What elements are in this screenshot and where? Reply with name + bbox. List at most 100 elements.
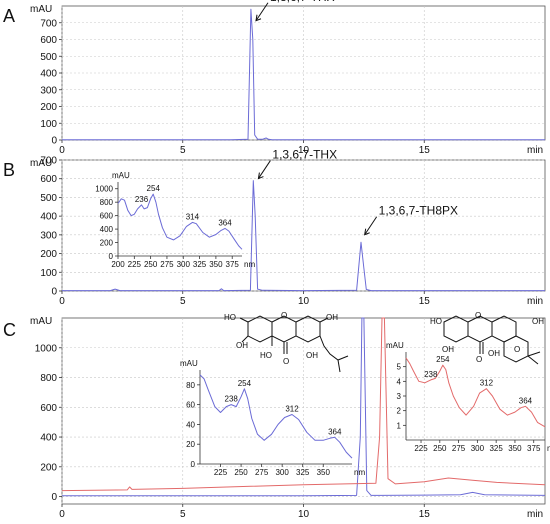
structure-1-label-6: O [283, 357, 289, 366]
b-y-tick-label: 0 [51, 287, 57, 298]
c-inset-1-trace-0 [199, 374, 353, 459]
c-y-tick-label: 0 [51, 492, 57, 503]
c-inset-2-x-tick-label: 225 [414, 444, 428, 453]
structure-1-label-1: OH [326, 313, 338, 322]
c-x-tick-label: 15 [419, 509, 431, 520]
b-x-tick-label: 15 [419, 296, 431, 307]
c-inset-1-y-tick-label: 40 [186, 420, 195, 429]
c-inset-2-x-tick-label: 250 [433, 444, 447, 453]
b-inset-x-tick-label: 200 [111, 260, 125, 269]
structure-1-label-4: OH [236, 341, 248, 350]
structure-2-gem-dimethyl-1 [527, 351, 541, 357]
structure-1-label-2: OH [306, 351, 318, 360]
b-inset-y-tick-label: 600 [100, 212, 114, 221]
a-x-unit: min [527, 145, 543, 156]
c-inset-1-y-tick-label: 60 [186, 401, 195, 410]
b-x-unit: min [527, 296, 543, 307]
a-y-tick-label: 300 [40, 85, 57, 96]
chemical-structure-1-labels: HO OH OH HO OH O O [224, 311, 338, 366]
structure-2-label-0: HO [430, 317, 442, 326]
c-inset-1-peak-label: 254 [238, 379, 252, 388]
c-inset-1-y-unit: mAU [180, 359, 198, 368]
c-inset-2-peak-label: 312 [480, 379, 494, 388]
b-x-tick-label: 10 [298, 296, 310, 307]
c-inset-2-peak-label: 364 [519, 396, 533, 405]
structure-2-pyran-ring [503, 335, 529, 363]
a-y-tick-label: 200 [40, 102, 57, 113]
b-y-tick-label: 700 [40, 156, 57, 167]
c-inset-2-trace-0 [405, 357, 546, 428]
panel-label-b: B [3, 160, 15, 180]
a-y-tick-label: 700 [40, 18, 57, 29]
b-inset-trace-0 [117, 193, 243, 250]
a-annotation-arrow [255, 2, 269, 22]
c-x-tick-label: 10 [298, 509, 310, 520]
b-inset-y-tick-label: 800 [100, 198, 114, 207]
b-annotation-label: 1,3,6,7-TH8PX [379, 204, 458, 218]
c-inset-2-x-tick-label: 375 [527, 444, 541, 453]
structure-1-oh-bond-1 [239, 317, 249, 323]
panel-label-c: C [3, 320, 16, 340]
c-inset-2-y-tick-label: 2 [397, 407, 402, 416]
c-inset-2-peak-label: 238 [424, 370, 438, 379]
c-trace-0 [62, 317, 546, 497]
b-inset-peak-label: 364 [218, 218, 232, 227]
panel-c-uv-inset-1: 0 20 40 60 80 225 250 275 300 325 350 mAU nm 238 254 31… [180, 359, 365, 477]
a-y-tick-label: 0 [51, 136, 57, 147]
c-inset-1-peak-label: 364 [328, 427, 342, 436]
c-inset-2-x-tick-label: 275 [452, 444, 466, 453]
b-y-tick-label: 200 [40, 249, 57, 260]
b-inset-y-tick-label: 400 [100, 225, 114, 234]
chemical-structure-2-labels: HO OH OH OH O O O [430, 311, 544, 364]
b-y-tick-label: 100 [40, 268, 57, 279]
structure-1-prenyl-chain [319, 335, 349, 361]
c-x-unit: min [527, 509, 543, 520]
c-y-unit: mAU [30, 316, 52, 327]
c-y-tick-label: 1000 [35, 343, 58, 354]
c-x-tick-label: 5 [180, 509, 186, 520]
b-annotation-arrowhead [364, 228, 370, 236]
c-y-tick-label: 400 [40, 433, 57, 444]
b-inset-y-tick-label: 200 [100, 239, 114, 248]
b-inset-peak-label: 314 [186, 212, 200, 221]
structure-1-ring-left [247, 315, 273, 343]
chemical-structure-2 [443, 315, 541, 365]
c-inset-2-y-tick-label: 5 [397, 363, 402, 372]
c-inset-1-x-tick-label: 225 [214, 468, 228, 477]
c-inset-2-y-tick-label: 3 [397, 392, 402, 401]
b-inset-x-tick-label: 325 [193, 260, 207, 269]
structure-2-gem-dimethyl-2 [527, 355, 539, 365]
c-inset-1-x-tick-label: 250 [234, 468, 248, 477]
panel-label-a: A [3, 6, 15, 26]
c-inset-1-peak-label: 312 [285, 405, 299, 414]
structure-1-ring-right [295, 315, 321, 343]
a-annotation-arrowhead [255, 14, 262, 22]
c-y-tick-label: 200 [40, 462, 57, 473]
chemical-structure-1 [239, 315, 349, 373]
c-inset-1-y-tick-label: 80 [186, 381, 195, 390]
structure-2-label-3: OH [488, 349, 500, 358]
c-y-tick-label: 800 [40, 373, 57, 384]
c-inset-2-x-tick-label: 325 [489, 444, 503, 453]
b-inset-x-tick-label: 250 [144, 260, 158, 269]
b-trace-0 [62, 180, 545, 292]
structure-2-label-4: O [475, 311, 481, 320]
b-y-tick-label: 500 [40, 193, 57, 204]
panel-a-chart: 0 100 200 300 400 500 600 700 0 5 10 15 mAU min A 1,3,6… [3, 0, 546, 156]
b-inset-y-tick-label: 1000 [95, 185, 113, 194]
structure-2-label-6: O [514, 345, 520, 354]
b-y-unit: mAU [30, 158, 52, 169]
structure-2-label-5: O [476, 355, 482, 364]
b-x-tick-label: 5 [180, 296, 186, 307]
b-inset-y-unit: mAU [112, 171, 130, 180]
b-inset-peak-label: 236 [135, 195, 149, 204]
c-inset-1-peak-label: 238 [225, 395, 239, 404]
b-annotation-arrow [364, 216, 378, 236]
b-inset-x-tick-label: 300 [177, 260, 191, 269]
c-inset-2-peak-label: 254 [436, 355, 450, 364]
c-inset-1-x-tick-label: 325 [296, 468, 310, 477]
structure-1-label-0: HO [224, 313, 236, 322]
b-annotation-label: 1,3,6,7-THX [272, 148, 337, 162]
